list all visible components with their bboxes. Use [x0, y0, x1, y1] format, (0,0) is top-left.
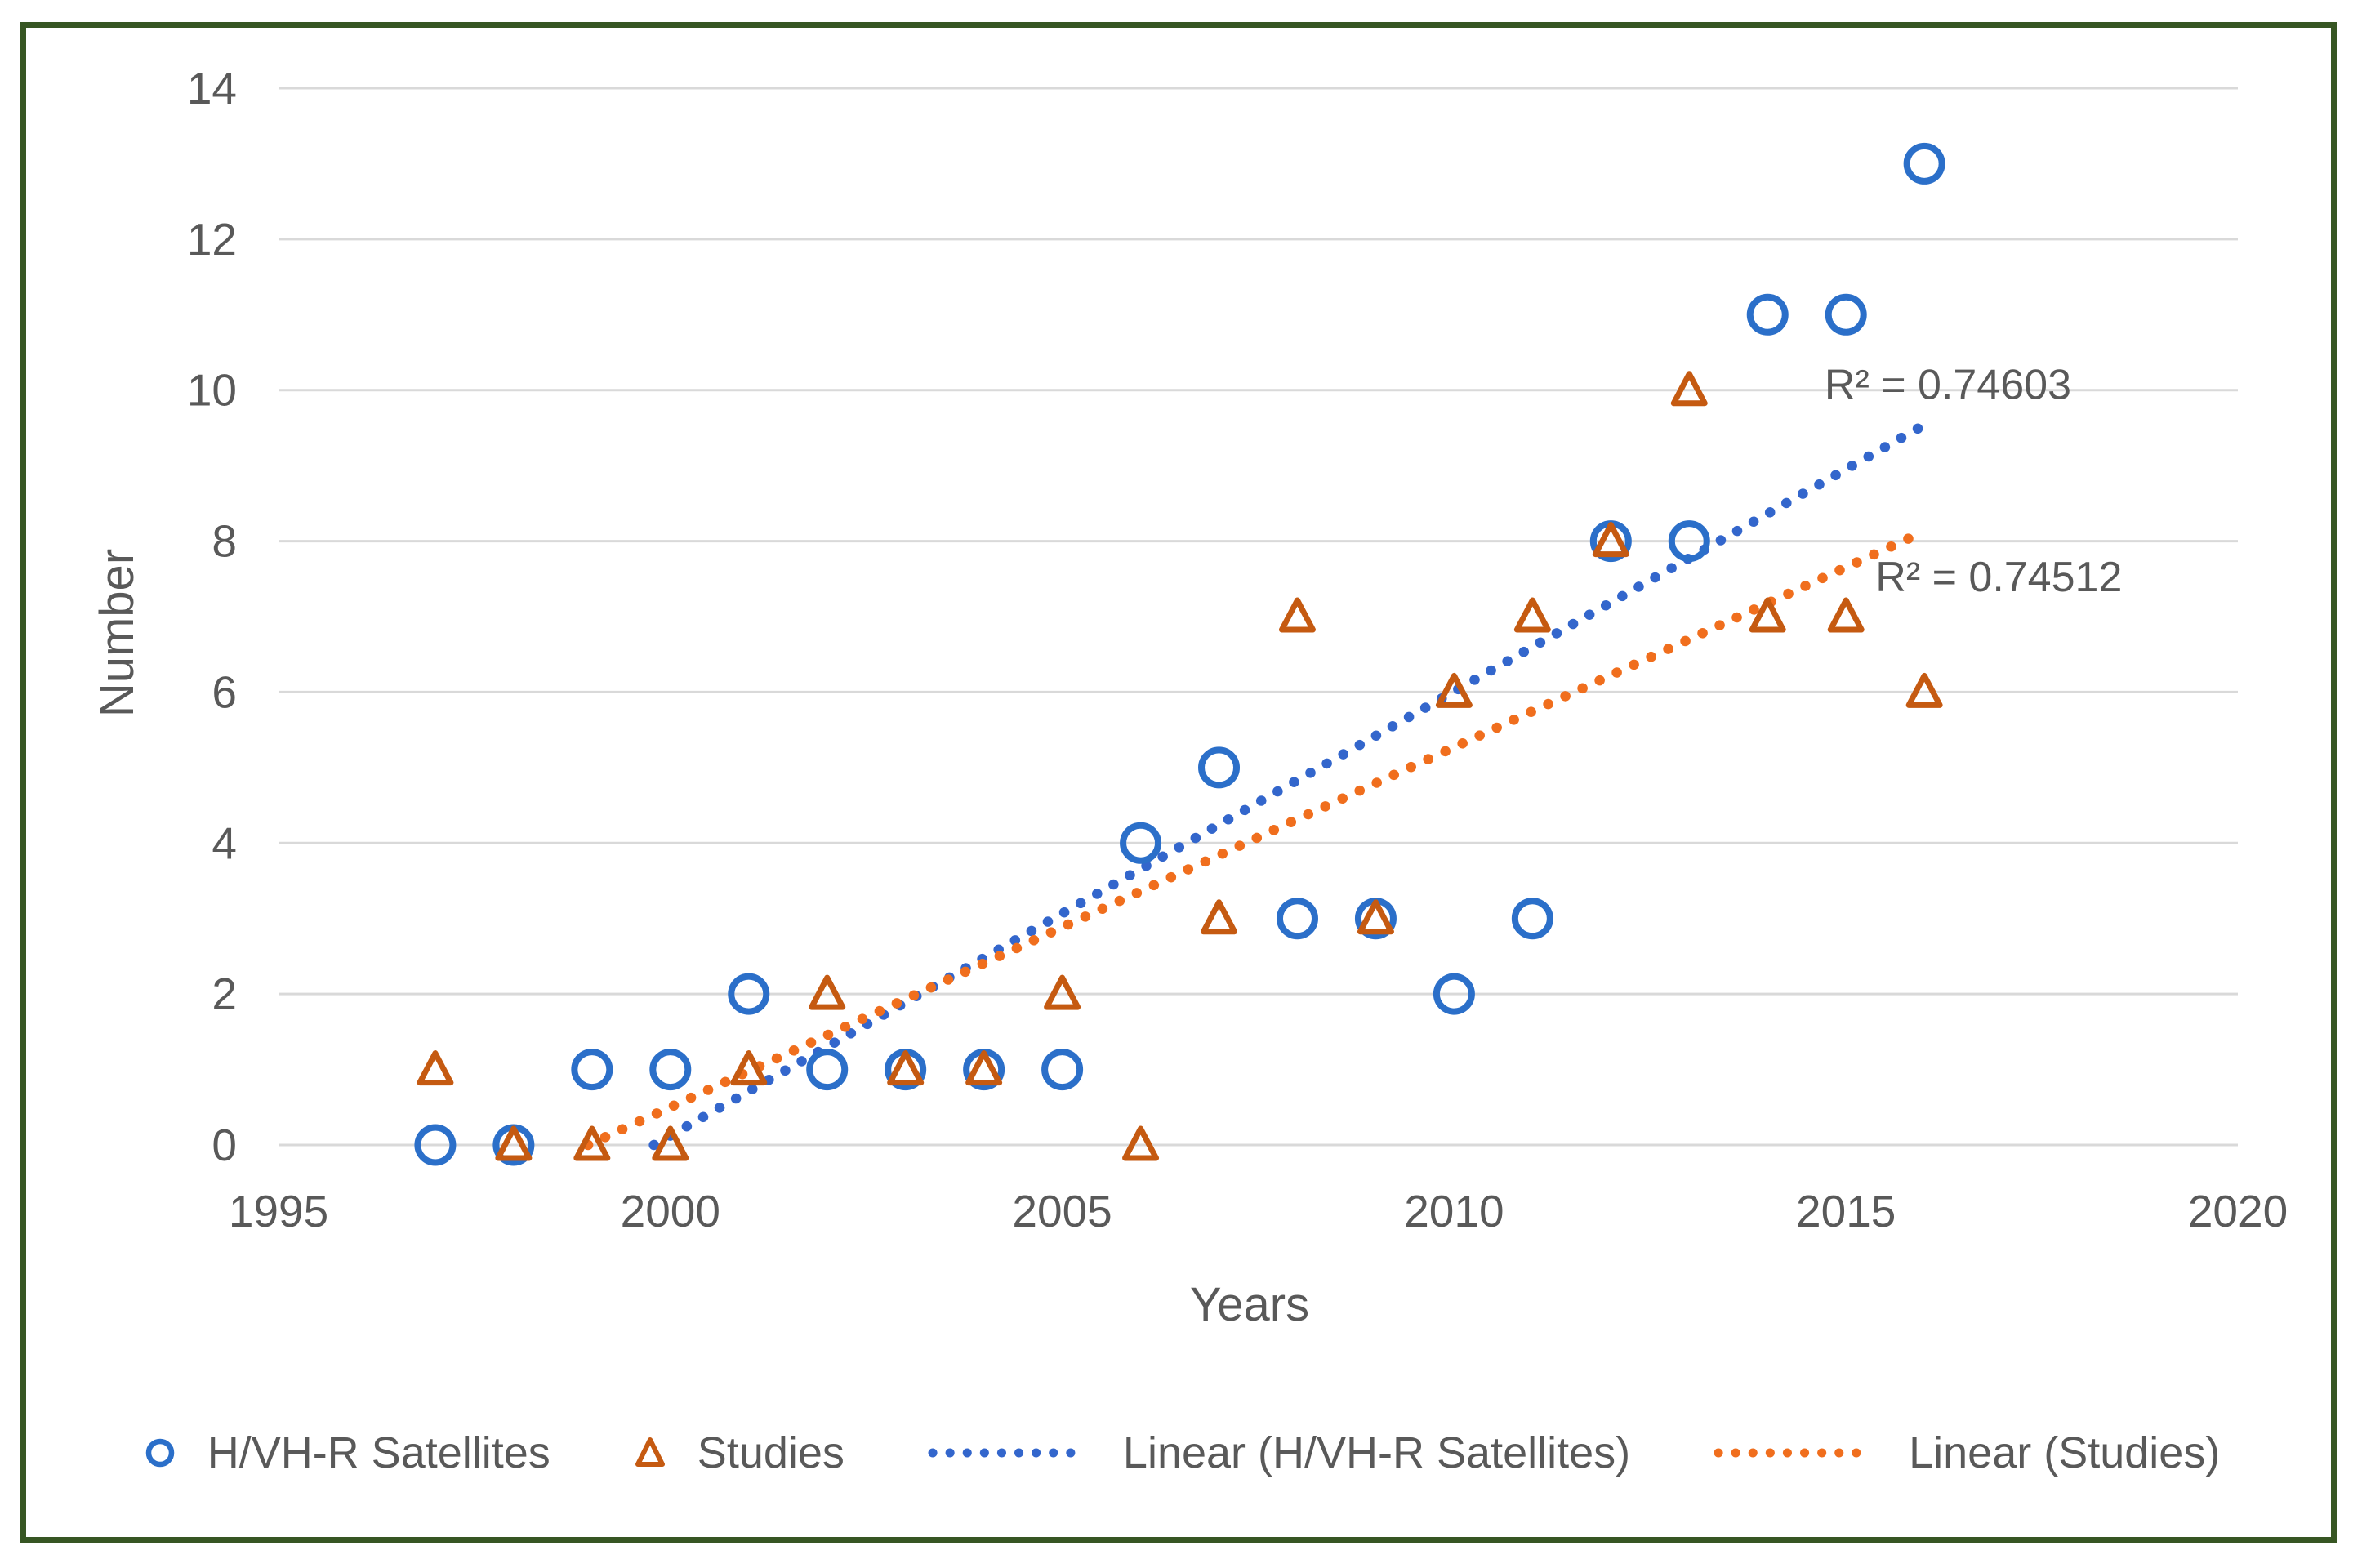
satellites-point	[1433, 973, 1475, 1015]
legend-item: Studies	[632, 1428, 845, 1478]
y-axis-tick-labels: 0 2 4 6 8 10 12 14	[187, 63, 237, 1170]
trendlines	[582, 419, 1930, 1151]
satellites-point	[571, 1049, 613, 1091]
studies-point	[965, 1050, 1003, 1086]
gridlines	[279, 87, 2238, 1147]
satellites-point	[414, 1124, 457, 1166]
studies-point	[1201, 899, 1238, 935]
studies-point	[1905, 672, 1943, 708]
satellites-point	[1120, 822, 1162, 864]
legend-item: H/VH-R Satellites	[142, 1428, 550, 1478]
r2-label: R² = 0.74603	[1825, 361, 2071, 408]
y-tick-label: 14	[187, 63, 237, 114]
x-tick-label: 2010	[1404, 1186, 1504, 1236]
studies-point	[1278, 597, 1316, 633]
studies-point	[1749, 597, 1786, 633]
studies-point	[495, 1125, 533, 1161]
y-tick-label: 8	[212, 516, 237, 567]
y-tick-label: 0	[212, 1120, 237, 1170]
x-tick-label: 1995	[229, 1186, 328, 1236]
series-studies-points	[417, 371, 1943, 1161]
satellites-point	[649, 1049, 692, 1091]
y-axis-title: Number	[91, 549, 144, 717]
legend-label: Linear (Studies)	[1909, 1428, 2221, 1477]
y-tick-label: 6	[212, 666, 237, 717]
satellites-point	[1041, 1049, 1084, 1091]
y-tick-label: 4	[212, 817, 237, 868]
studies-point	[1592, 522, 1629, 558]
satellites-point	[728, 973, 770, 1015]
satellites-point	[1511, 898, 1553, 940]
studies-point	[1513, 597, 1551, 633]
trendline	[582, 526, 1930, 1151]
x-tick-label: 2015	[1796, 1186, 1896, 1236]
satellites-point	[1746, 293, 1789, 336]
x-axis-tick-labels: 1995 2000 2005 2010 2015 2020	[229, 1186, 2288, 1236]
linear-satellites-line-icon	[928, 1448, 1092, 1458]
x-tick-label: 2000	[621, 1186, 720, 1236]
studies-point	[573, 1125, 611, 1161]
studies-marker-icon	[635, 1437, 665, 1467]
studies-point	[1044, 974, 1081, 1010]
r2-label: R² = 0.74512	[1875, 554, 2122, 601]
y-tick-label: 2	[212, 969, 237, 1019]
studies-point	[1357, 899, 1394, 935]
studies-point	[652, 1125, 689, 1161]
y-tick-label: 12	[187, 214, 237, 265]
legend: H/VH-R Satellites Studies Linear (H/VH-R S…	[0, 1428, 2362, 1478]
x-axis-title: Years	[1190, 1278, 1309, 1331]
legend-item: Linear (H/VH-R Satellites)	[926, 1428, 1630, 1478]
trendline	[648, 419, 1930, 1151]
studies-point	[809, 974, 846, 1010]
studies-point	[1827, 597, 1865, 633]
chart-border	[20, 22, 2337, 1543]
satellites-point	[1903, 142, 1945, 185]
satellites-point	[806, 1049, 849, 1091]
satellites-point	[1276, 898, 1318, 940]
legend-label: Studies	[697, 1428, 845, 1477]
legend-label: H/VH-R Satellites	[207, 1428, 550, 1477]
studies-point	[417, 1050, 454, 1086]
r2-annotations: R² = 0.74603 R² = 0.74512	[1825, 361, 2122, 601]
y-tick-label: 10	[187, 365, 237, 416]
legend-item: Linear (Studies)	[1712, 1428, 2220, 1478]
studies-point	[1670, 371, 1708, 407]
legend-label: Linear (H/VH-R Satellites)	[1122, 1428, 1631, 1477]
satellites-marker-icon	[145, 1438, 174, 1468]
x-tick-label: 2020	[2188, 1186, 2288, 1236]
studies-point	[887, 1050, 925, 1086]
satellites-point	[1668, 520, 1710, 563]
studies-point	[1435, 672, 1473, 708]
satellites-point	[1198, 746, 1241, 789]
studies-point	[730, 1050, 768, 1086]
x-tick-label: 2005	[1012, 1186, 1112, 1236]
studies-point	[1122, 1125, 1160, 1161]
satellites-point	[1825, 293, 1867, 336]
series-satellites-points	[414, 142, 1945, 1166]
linear-studies-line-icon	[1714, 1448, 1878, 1458]
